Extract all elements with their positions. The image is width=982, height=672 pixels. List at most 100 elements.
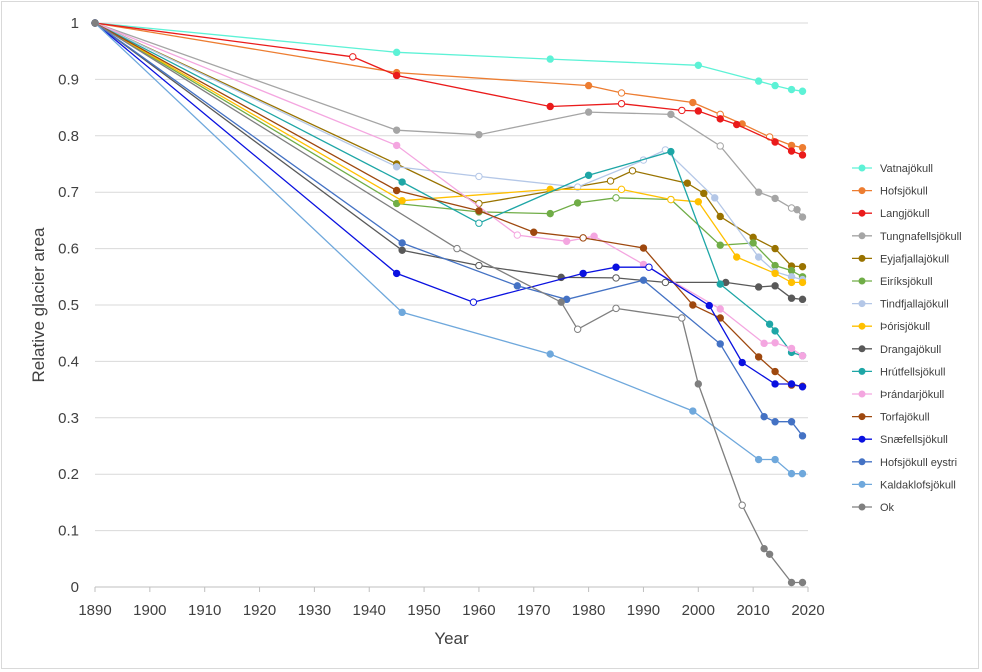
x-tick-label: 1980 (572, 602, 605, 619)
data-point (771, 455, 779, 464)
legend-swatch-marker (858, 413, 866, 421)
legend-label: Tungnafellsjökull (880, 231, 962, 243)
legend-swatch-marker (858, 503, 866, 511)
data-point (349, 53, 357, 61)
x-tick-label: 1940 (353, 602, 386, 619)
data-point (628, 167, 637, 175)
data-point (530, 228, 538, 236)
data-point (754, 188, 763, 196)
y-tick-label: 0.9 (58, 71, 79, 88)
data-point (475, 261, 483, 270)
legend-item: Tindfjallajökull (852, 299, 949, 311)
legend-swatch-marker (858, 367, 866, 375)
data-point (392, 126, 401, 134)
legend-item: Þórisjökull (852, 321, 930, 333)
data-point (678, 106, 686, 115)
data-point (392, 141, 401, 150)
data-point (91, 19, 99, 27)
legend-swatch-marker (858, 300, 866, 308)
y-tick-label: 0.1 (58, 523, 79, 540)
legend-item: Drangajökull (852, 344, 941, 356)
data-point (475, 172, 483, 181)
legend-item: Langjökull (852, 208, 930, 220)
data-point (787, 418, 796, 426)
series-line (94, 22, 803, 268)
data-point (398, 308, 406, 317)
series-Ok (91, 19, 807, 587)
data-point (584, 108, 593, 116)
series-line (94, 22, 803, 584)
data-point (694, 107, 703, 115)
legend-swatch-marker (858, 322, 866, 330)
x-tick-label: 2000 (682, 602, 715, 619)
legend-label: Eyjafjallajökull (880, 253, 949, 265)
legend-label: Hrútfellsjökull (880, 366, 945, 378)
legend: Vatnajökull Hofsjökull Langjökull Tungnafel… (852, 163, 962, 514)
y-tick-label: 0.2 (58, 466, 79, 483)
data-point (787, 278, 796, 287)
data-point (689, 301, 697, 309)
data-point (398, 239, 406, 247)
data-point (716, 212, 724, 221)
data-point (771, 244, 779, 253)
data-point (398, 178, 406, 186)
legend-swatch-marker (858, 209, 866, 217)
data-point (798, 432, 807, 440)
data-point (771, 269, 779, 278)
series-lines (91, 19, 807, 587)
series-Eiríksjökull (91, 19, 807, 281)
x-axis-title: Year (434, 629, 469, 648)
y-tick-label: 1 (71, 15, 79, 32)
data-point (513, 282, 522, 290)
series-line (94, 22, 804, 437)
data-point (573, 325, 582, 333)
x-tick-label: 1890 (78, 602, 111, 619)
legend-item: Hofsjökull eystri (852, 457, 957, 469)
data-point (392, 48, 401, 57)
x-tick-label: 1990 (627, 602, 660, 619)
legend-swatch-marker (858, 480, 866, 488)
legend-swatch-marker (858, 345, 866, 353)
data-point (760, 339, 768, 348)
data-point (771, 418, 779, 426)
data-point (738, 501, 746, 509)
data-point (612, 304, 620, 313)
legend-label: Hofsjökull eystri (880, 457, 957, 469)
data-point (787, 469, 796, 478)
data-point (392, 269, 401, 278)
legend-item: Snæfellsjökull (852, 434, 948, 446)
data-point (771, 138, 779, 146)
data-point (392, 163, 401, 171)
x-tick-label: 1910 (188, 602, 221, 619)
data-point (557, 298, 565, 306)
x-tick-label: 1960 (462, 602, 495, 619)
data-point (689, 407, 697, 415)
legend-label: Þórisjökull (880, 321, 930, 333)
y-tick-label: 0.8 (58, 128, 79, 145)
data-point (475, 219, 483, 227)
data-point (749, 239, 757, 247)
data-point (765, 550, 774, 558)
series-Tungnafellsjökull (91, 19, 807, 221)
data-point (798, 262, 807, 271)
data-point (392, 186, 401, 195)
y-axis-title: Relative glacier area (29, 227, 48, 383)
data-point (754, 77, 763, 85)
x-tick-label: 2010 (736, 602, 769, 619)
data-point (798, 469, 807, 478)
data-point (733, 120, 741, 129)
data-point (579, 234, 587, 242)
y-tick-label: 0.5 (58, 297, 79, 314)
data-point (771, 327, 779, 335)
y-tick-label: 0.6 (58, 241, 79, 258)
legend-swatch-marker (858, 435, 866, 443)
legend-item: Eyjafjallajökull (852, 253, 949, 265)
legend-swatch-marker (858, 254, 866, 262)
data-point (771, 380, 779, 388)
data-point (573, 183, 582, 191)
x-axis (94, 586, 809, 592)
data-point (639, 244, 648, 252)
legend-item: Hofsjökull (852, 186, 928, 198)
